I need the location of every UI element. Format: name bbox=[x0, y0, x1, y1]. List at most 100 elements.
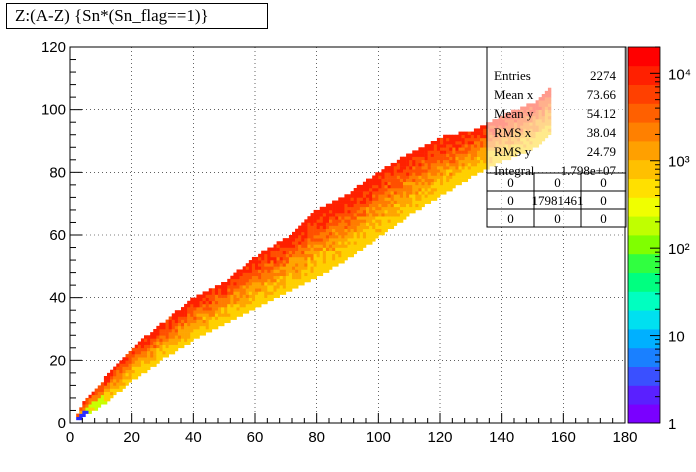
x-tick-label: 180 bbox=[612, 429, 637, 446]
heatmap-bin bbox=[483, 150, 487, 154]
heatmap-bin bbox=[362, 206, 367, 211]
heatmap-bin bbox=[193, 325, 197, 330]
heatmap-bin bbox=[150, 341, 154, 345]
heatmap-bin bbox=[375, 175, 379, 179]
heatmap-bin bbox=[433, 144, 438, 148]
heatmap-bin bbox=[85, 397, 89, 402]
heatmap-bin bbox=[233, 291, 237, 295]
heatmap-bin bbox=[270, 250, 274, 255]
heatmap-bin bbox=[344, 216, 348, 220]
heatmap-bin bbox=[335, 209, 339, 214]
heatmap-bin bbox=[359, 203, 364, 208]
heatmap-bin bbox=[150, 335, 154, 339]
heatmap-bin bbox=[418, 197, 422, 201]
heatmap-bin bbox=[353, 250, 358, 255]
heatmap-bin bbox=[128, 363, 132, 367]
heatmap-bin bbox=[325, 263, 330, 267]
heatmap-bin bbox=[156, 354, 160, 358]
heatmap-bin bbox=[313, 244, 317, 248]
heatmap-bin bbox=[248, 303, 253, 308]
heatmap-bin bbox=[196, 325, 200, 330]
heatmap-bin bbox=[267, 253, 271, 258]
heatmap-bin bbox=[406, 197, 410, 201]
heatmap-bin bbox=[433, 153, 438, 157]
heatmap-bin bbox=[100, 401, 105, 405]
heatmap-bin bbox=[282, 288, 287, 292]
heatmap-bin bbox=[162, 335, 166, 339]
heatmap-bin bbox=[375, 191, 379, 195]
heatmap-bin bbox=[461, 178, 465, 183]
heatmap-bin bbox=[248, 266, 253, 270]
heatmap-bin bbox=[378, 213, 382, 217]
heatmap-bin bbox=[313, 241, 317, 245]
heatmap-bin bbox=[406, 203, 410, 208]
heatmap-bin bbox=[190, 300, 194, 305]
heatmap-bin bbox=[248, 260, 253, 264]
heatmap-bin bbox=[440, 175, 444, 179]
heatmap-bin bbox=[347, 222, 351, 226]
heatmap-bin bbox=[473, 162, 478, 167]
heatmap-bin bbox=[150, 350, 154, 355]
heatmap-bin bbox=[480, 147, 484, 151]
heatmap-bin bbox=[403, 159, 407, 164]
heatmap-bin bbox=[467, 147, 472, 151]
heatmap-bin bbox=[369, 216, 373, 220]
heatmap-bin bbox=[424, 166, 428, 170]
heatmap-bin bbox=[298, 263, 302, 267]
heatmap-bin bbox=[440, 184, 444, 189]
heatmap-bin bbox=[344, 253, 348, 258]
heatmap-bin bbox=[378, 181, 382, 186]
heatmap-bin bbox=[310, 228, 314, 233]
heatmap-bin bbox=[399, 200, 404, 204]
heatmap-bin bbox=[313, 266, 317, 270]
heatmap-bin bbox=[214, 294, 219, 298]
heatmap-bin bbox=[239, 294, 243, 298]
heatmap-bin bbox=[211, 325, 216, 330]
heatmap-bin bbox=[440, 150, 444, 154]
heatmap-bin bbox=[464, 178, 469, 183]
heatmap-bin bbox=[282, 247, 287, 251]
heatmap-bin bbox=[362, 219, 367, 223]
heatmap-bin bbox=[267, 256, 271, 261]
heatmap-bin bbox=[436, 150, 441, 154]
heatmap-bin bbox=[168, 335, 173, 339]
heatmap-bin bbox=[369, 238, 373, 242]
heatmap-bin bbox=[415, 197, 419, 201]
heatmap-bin bbox=[196, 322, 200, 327]
heatmap-bin bbox=[107, 391, 111, 396]
heatmap-bin bbox=[211, 322, 216, 327]
heatmap-bin bbox=[205, 313, 210, 317]
heatmap-bin bbox=[316, 228, 321, 233]
heatmap-bin bbox=[190, 313, 194, 317]
heatmap-bin bbox=[301, 253, 305, 258]
heatmap-bin bbox=[227, 297, 231, 302]
heatmap-bin bbox=[313, 247, 317, 251]
heatmap-bin bbox=[279, 266, 284, 270]
heatmap-bin bbox=[307, 222, 311, 226]
heatmap-bin bbox=[97, 404, 102, 408]
heatmap-bin bbox=[384, 206, 388, 211]
heatmap-bin bbox=[107, 382, 111, 386]
heatmap-bin bbox=[387, 203, 391, 208]
heatmap-bin bbox=[446, 159, 450, 164]
heatmap-bin bbox=[322, 244, 327, 248]
heatmap-bin bbox=[270, 285, 274, 289]
heatmap-bin bbox=[307, 216, 311, 220]
heatmap-bin bbox=[362, 184, 367, 189]
heatmap-bin bbox=[344, 213, 348, 217]
heatmap-bin bbox=[94, 397, 99, 402]
heatmap-bin bbox=[273, 288, 277, 292]
heatmap-bin bbox=[449, 169, 453, 173]
heatmap-bin bbox=[415, 159, 419, 164]
heatmap-bin bbox=[125, 366, 129, 371]
color-scale-segment bbox=[628, 47, 660, 67]
heatmap-bin bbox=[288, 288, 293, 292]
heatmap-bin bbox=[424, 156, 428, 161]
heatmap-bin bbox=[301, 222, 305, 226]
heatmap-bin bbox=[421, 175, 425, 179]
heatmap-bin bbox=[193, 329, 197, 333]
heatmap-bin bbox=[233, 285, 237, 289]
heatmap-bin bbox=[446, 188, 450, 192]
